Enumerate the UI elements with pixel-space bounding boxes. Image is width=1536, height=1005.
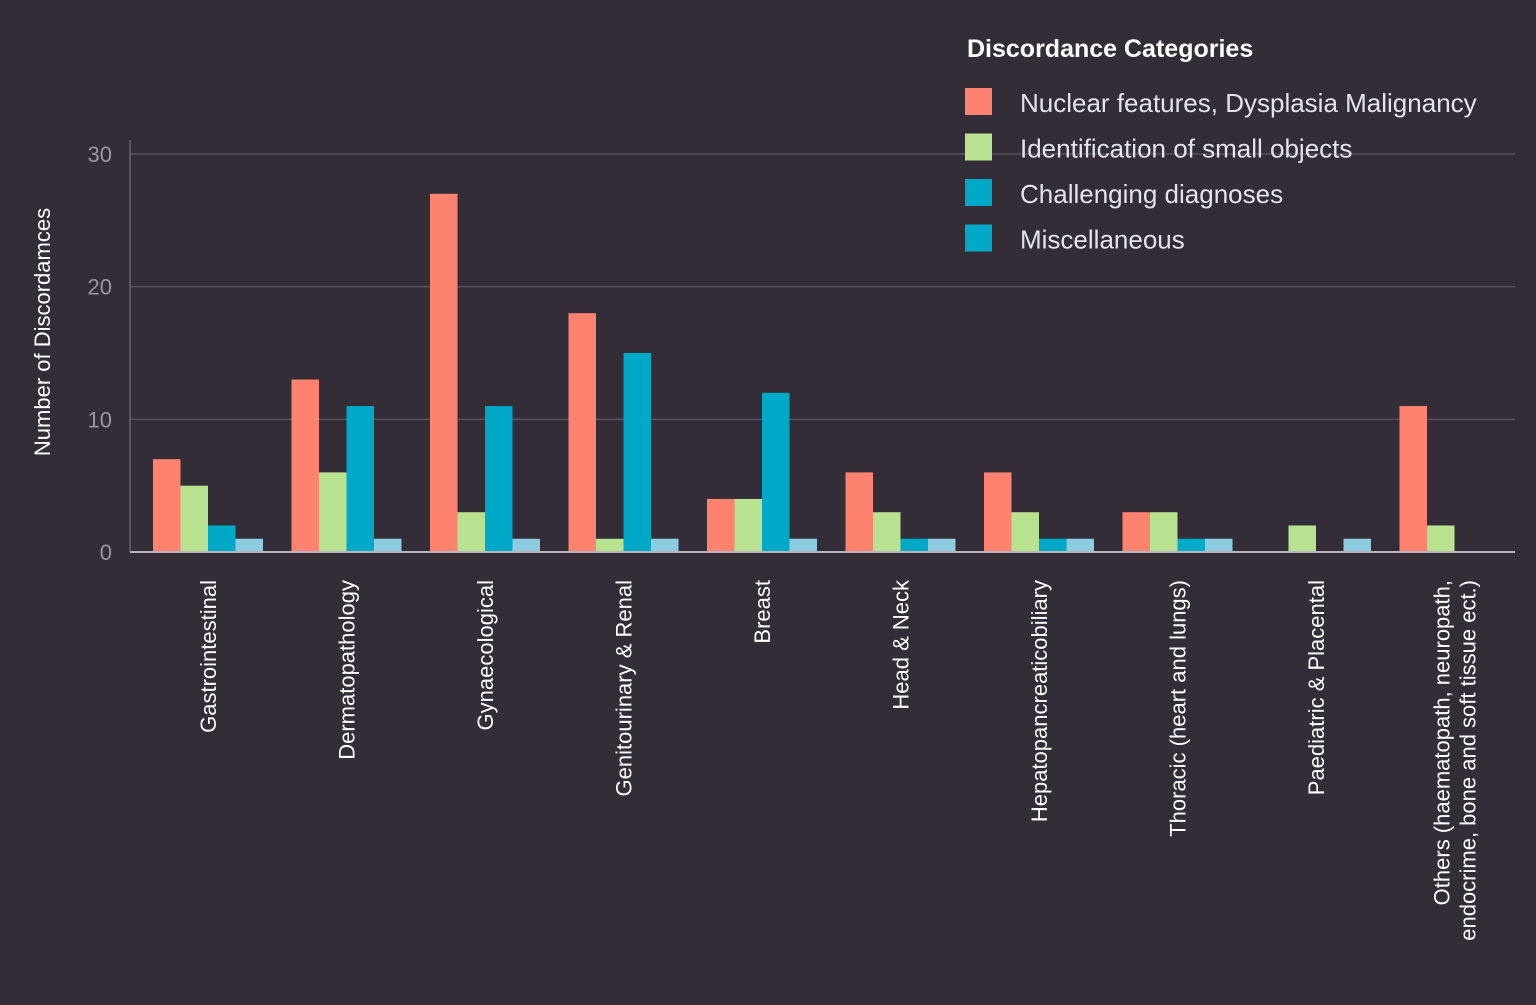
bar <box>291 379 319 552</box>
legend-label: Nuclear features, Dysplasia Malignancy <box>1020 88 1477 118</box>
bar <box>1122 512 1150 552</box>
bar <box>1039 538 1067 552</box>
x-category-label: Genitourinary & Renal <box>612 580 637 796</box>
bar <box>1427 525 1455 552</box>
bar <box>1066 538 1094 552</box>
bar <box>374 538 402 552</box>
y-tick-label: 30 <box>88 142 112 167</box>
x-category-label: Breast <box>750 580 775 644</box>
bar <box>707 498 735 552</box>
bar <box>457 512 485 552</box>
bar <box>1343 538 1371 552</box>
y-tick-label: 10 <box>88 407 112 432</box>
bar <box>984 472 1012 552</box>
bar <box>1150 512 1178 552</box>
bar <box>1177 538 1205 552</box>
bar <box>762 392 790 552</box>
legend-label: Miscellaneous <box>1020 225 1185 255</box>
bar <box>623 353 651 552</box>
x-category-label: Others (haematopath, neuropath, <box>1430 580 1455 905</box>
x-category-label: Dermatopathology <box>335 580 360 760</box>
bar <box>568 313 596 552</box>
y-tick-label: 20 <box>88 275 112 300</box>
legend-swatch <box>965 88 992 115</box>
bar <box>789 538 817 552</box>
bar <box>208 525 236 552</box>
y-tick-label: 0 <box>100 540 112 565</box>
bar <box>1399 406 1427 552</box>
bar <box>900 538 928 552</box>
bar <box>734 498 762 552</box>
legend-title: Discordance Categories <box>967 35 1253 63</box>
legend-swatch <box>965 133 992 161</box>
legend-swatch <box>965 179 992 206</box>
x-category-label: Thoracic (heart and lungs) <box>1166 580 1191 837</box>
bar <box>180 485 208 552</box>
bar <box>928 538 956 552</box>
bar <box>235 538 263 552</box>
x-category-label: Gastrointestinal <box>196 580 221 733</box>
bar <box>651 538 679 552</box>
x-category-label: Head & Neck <box>889 579 914 710</box>
bar <box>873 512 901 552</box>
bar <box>596 538 624 552</box>
bar <box>1205 538 1233 552</box>
bar <box>1011 512 1039 552</box>
bar <box>153 459 181 552</box>
bar <box>430 193 458 553</box>
x-category-label: Hepatopancreaticobiliary <box>1027 580 1052 822</box>
x-category-label: Paediatric & Placental <box>1304 580 1329 795</box>
bar <box>485 406 513 552</box>
y-axis-label: Number of Discordamces <box>30 208 55 456</box>
x-category-label: endocrime, bone and soft tissue ect.) <box>1456 580 1481 941</box>
bar <box>1288 525 1316 552</box>
bar <box>319 472 347 552</box>
legend-swatch <box>965 224 992 252</box>
legend-label: Challenging diagnoses <box>1020 179 1283 209</box>
bar <box>346 406 374 552</box>
bar <box>845 472 873 552</box>
legend-label: Identification of small objects <box>1020 134 1352 164</box>
x-category-label: Gynaecological <box>473 580 498 730</box>
bar <box>512 538 540 552</box>
